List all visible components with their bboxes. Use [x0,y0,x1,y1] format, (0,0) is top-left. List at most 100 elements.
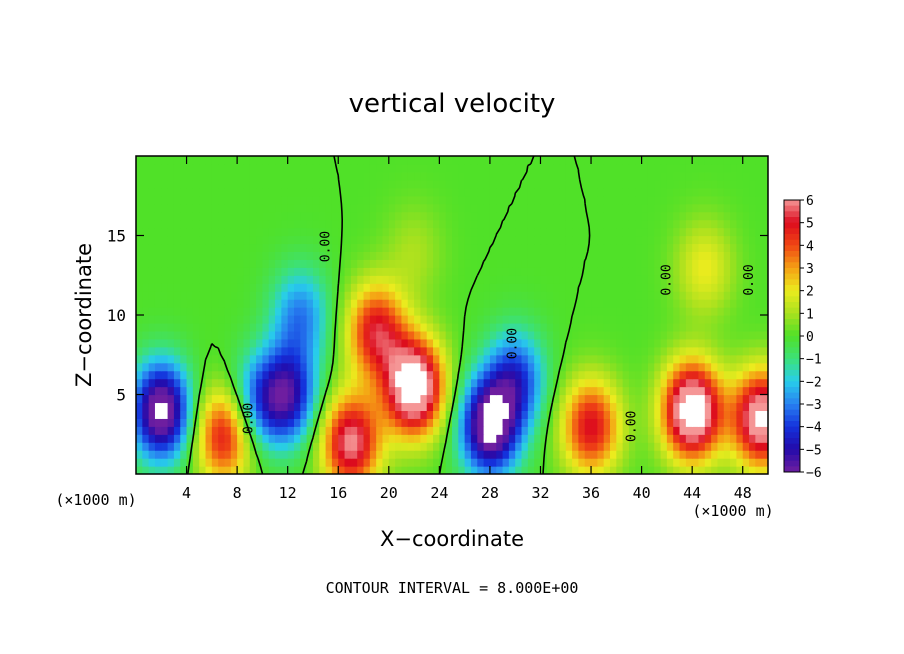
heatmap-cell [736,179,744,189]
heatmap-cell [477,466,485,474]
heatmap-cell [508,450,516,459]
heatmap-cell [294,195,301,205]
heatmap-cell [477,450,485,459]
heatmap-cell [755,179,763,189]
heatmap-cell [426,299,434,308]
heatmap-cell [565,251,573,260]
heatmap-cell [319,338,327,348]
heatmap-cell [717,370,725,380]
heatmap-cell [534,267,542,276]
heatmap-cell [218,338,226,348]
heatmap-cell [237,259,245,268]
heatmap-cell [218,346,226,356]
heatmap-cell [692,386,700,396]
heatmap-cell [268,354,276,364]
heatmap-cell [452,418,459,427]
heatmap-cell [603,330,611,340]
heatmap-cell [679,187,687,197]
heatmap-cell [344,346,352,356]
heatmap-cell [142,267,150,276]
contour-interval-note: CONTOUR INTERVAL = 8.000E+00 [326,579,579,597]
heatmap-cell [565,466,573,474]
heatmap-cell [502,299,510,308]
heatmap-cell [363,171,371,181]
heatmap-cell [237,450,245,459]
heatmap-cell [211,450,219,459]
heatmap-cell [180,434,188,443]
heatmap-cell [489,346,497,356]
heatmap-cell [230,299,238,308]
heatmap-cell [477,354,485,364]
heatmap-cell [559,346,567,356]
heatmap-cell [591,307,598,316]
heatmap-cell [616,211,624,221]
heatmap-cell [136,211,143,221]
heatmap-cell [237,426,245,435]
heatmap-cell [622,346,630,356]
colorbar-tick-label: 5 [806,217,814,232]
heatmap-cell [635,195,643,205]
heatmap-cell [382,450,390,459]
heatmap-cell [243,171,251,181]
heatmap-cell [186,338,194,348]
heatmap-cell [628,386,636,396]
heatmap-cell [483,466,491,474]
heatmap-cell [515,211,523,221]
heatmap-cell [730,195,737,205]
heatmap-cell [546,267,554,276]
heatmap-cell [439,338,447,348]
heatmap-cell [704,426,712,435]
heatmap-cell [749,434,756,443]
heatmap-cell [458,219,466,229]
heatmap-cell [603,315,611,324]
heatmap-cell [464,378,472,388]
heatmap-cell [331,418,339,427]
heatmap-cell [325,418,333,427]
heatmap-cell [591,410,598,419]
heatmap-cell [546,466,554,474]
heatmap-cell [673,402,681,411]
heatmap-cell [458,458,466,467]
heatmap-cell [610,307,617,316]
heatmap-cell [559,466,567,474]
heatmap-cell [388,227,396,237]
heatmap-cell [439,283,447,292]
heatmap-cell [161,362,169,372]
heatmap-cell [755,275,763,284]
heatmap-cell [388,163,396,173]
heatmap-cell [616,434,624,443]
heatmap-cell [559,235,567,245]
heatmap-cell [628,370,636,380]
heatmap-cell [249,179,257,189]
heatmap-cell [369,203,377,213]
heatmap-cell [483,370,491,380]
heatmap-cell [275,386,282,396]
heatmap-cell [136,251,143,260]
heatmap-cell [647,235,655,245]
heatmap-cell [338,370,346,380]
heatmap-cell [331,338,339,348]
heatmap-cell [312,330,320,340]
heatmap-cell [173,450,181,459]
heatmap-cell [161,243,169,252]
heatmap-cell [319,219,327,229]
heatmap-cell [489,434,497,443]
heatmap-cell [603,179,611,189]
heatmap-cell [527,227,535,237]
heatmap-cell [597,171,605,181]
heatmap-cell [319,426,327,435]
heatmap-cell [205,219,213,229]
heatmap-cell [666,322,674,332]
heatmap-cell [730,378,737,388]
heatmap-cell [730,346,737,356]
heatmap-cell [420,322,428,332]
heatmap-cell [635,179,643,189]
heatmap-cell [603,283,611,292]
heatmap-cell [414,299,421,308]
heatmap-cell [591,338,598,348]
heatmap-cell [205,235,213,245]
heatmap-cell [357,450,365,459]
heatmap-cell [211,291,219,300]
heatmap-cell [243,402,251,411]
heatmap-cell [628,378,636,388]
